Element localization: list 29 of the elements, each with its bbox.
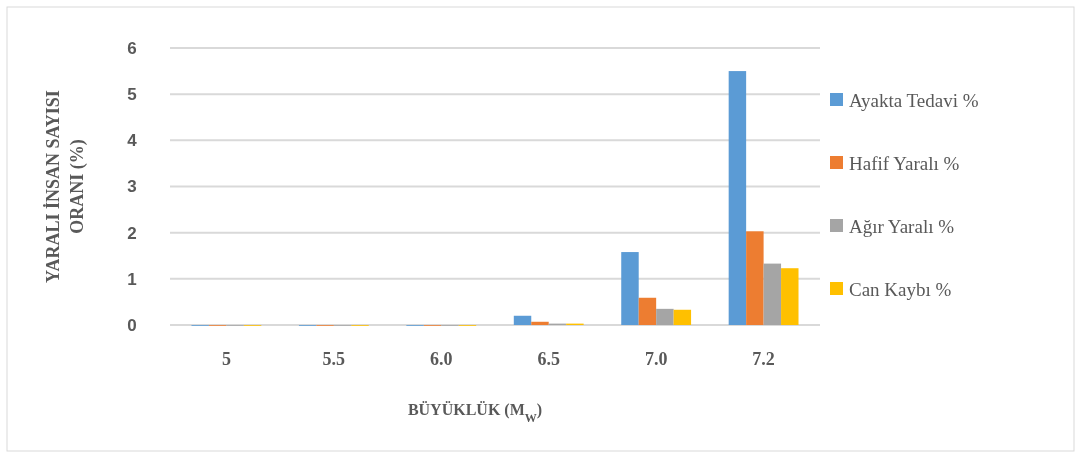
x-tick-label: 7.2 [752, 349, 775, 369]
legend-label: Ağır Yaralı % [849, 215, 955, 237]
bar [531, 321, 549, 325]
legend-label: Hafif Yaralı % [849, 152, 960, 174]
y-axis-title: YARALI İNSAN SAYISI ORANI (%) [43, 90, 88, 283]
legend-label: Ayakta Tedavi % [849, 89, 979, 111]
bar [728, 71, 747, 325]
y-tick-label: 4 [127, 131, 138, 151]
bar [638, 297, 657, 325]
bar [656, 308, 674, 325]
bar [513, 315, 532, 325]
x-tick-label: 6.0 [430, 349, 453, 369]
bar [746, 231, 764, 325]
bar [621, 252, 639, 325]
x-tick-label: 7.0 [644, 349, 668, 369]
x-tick-label: 6.5 [537, 349, 560, 369]
y-tick-label: 0 [127, 315, 137, 335]
y-tick-label: 5 [127, 85, 137, 105]
x-axis-title: BÜYÜKLÜK (M$_{W}$) [407, 401, 543, 425]
y-tick-label: 6 [127, 38, 137, 58]
x-tick-label: 5.5 [322, 349, 346, 369]
bar [763, 263, 782, 325]
bar [673, 309, 692, 325]
bar [781, 268, 799, 325]
y-tick-label: 3 [127, 177, 137, 197]
y-tick-label: 2 [127, 223, 137, 243]
y-tick-label: 1 [127, 269, 137, 289]
legend-label: Can Kaybı % [849, 278, 952, 300]
x-tick-label: 5 [221, 349, 231, 369]
